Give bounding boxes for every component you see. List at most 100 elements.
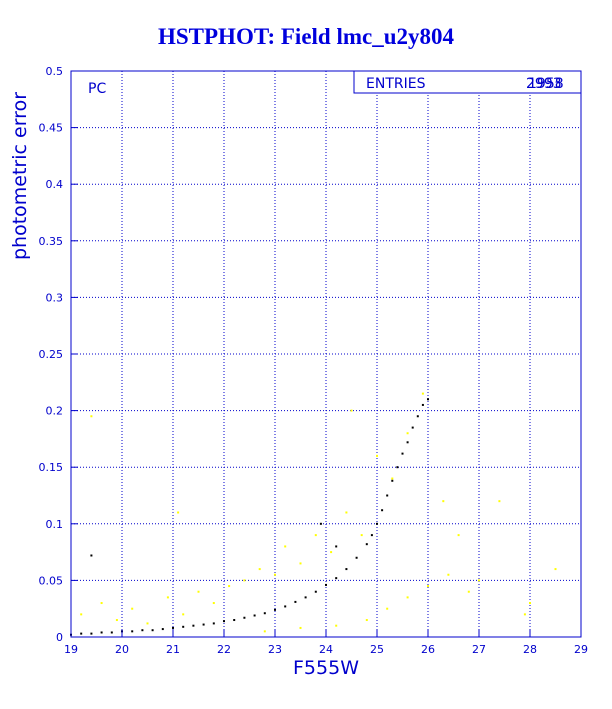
black-data-point [274,608,276,611]
yellow-data-point [447,573,450,576]
yellow-data-point [100,602,103,605]
chart-title: HSTPHOT: Field lmc_u2y804 [157,24,455,49]
x-tick-label: 25 [370,643,384,656]
black-data-point [80,632,83,635]
x-tick-label: 22 [217,643,231,656]
black-data-point [381,509,384,512]
y-tick-label: 0.05 [39,574,64,587]
yellow-data-point [457,534,460,537]
black-data-point [335,577,338,580]
yellow-data-point [406,596,409,599]
y-tick-label: 0.3 [46,291,64,304]
black-data-point [100,631,103,634]
yellow-data-point [498,500,501,503]
yellow-data-point [345,511,348,514]
x-tick-label: 23 [268,643,282,656]
black-data-point [263,612,266,615]
x-tick-label: 24 [319,643,333,656]
black-data-point [421,403,424,406]
black-data-point [284,605,287,608]
yellow-data-point [212,602,215,605]
stats-entries-label: ENTRIES [366,76,426,92]
yellow-data-point [146,622,149,625]
yellow-data-point [360,534,363,537]
yellow-data-point [335,624,338,627]
black-data-point [212,622,215,625]
yellow-data-point [386,607,389,610]
black-data-point [202,623,205,626]
yellow-data-point [523,613,526,616]
yellow-data-point [197,590,200,593]
black-data-point [355,556,358,559]
black-data-point [304,596,307,599]
black-data-point [182,625,185,628]
black-data-point [161,628,164,631]
yellow-data-point [243,579,246,582]
yellow-data-point [80,613,83,616]
black-data-point [370,534,373,537]
yellow-data-point [350,409,353,412]
yellow-data-point [554,568,557,571]
x-tick-label: 28 [523,643,537,656]
yellow-data-point [90,415,93,418]
black-data-point [427,398,429,401]
x-tick-label: 20 [115,643,129,656]
yellow-data-point [115,619,118,622]
yellow-data-point [284,545,287,548]
black-data-point [233,619,236,622]
y-tick-label: 0.45 [39,122,64,135]
axis-ticks: 19 20 21 22 23 24 25 26 27 28 29 0 0.05 0.1 0.15 0.2 0.2… [39,65,589,656]
black-data-point [365,543,368,546]
black-data-point [90,632,93,635]
black-data-point [223,620,225,623]
yellow-data-point [406,432,409,435]
x-tick-label: 27 [472,643,486,656]
yellow-data-point [299,562,302,565]
yellow-data-point [258,568,261,571]
black-data-point [416,415,419,418]
yellow-data-point [182,613,185,616]
data-points [70,392,557,636]
yellow-data-point [529,602,531,605]
black-data-point [151,629,154,632]
x-axis-label: F555W [293,657,359,679]
black-data-point [172,626,174,629]
black-data-point [391,479,394,482]
black-data-point [110,631,113,634]
yellow-data-point [365,619,368,622]
black-data-point [243,616,246,619]
black-data-point [376,522,378,525]
black-data-point [192,624,195,627]
yellow-data-point [177,511,180,514]
panel-label: PC [88,81,106,97]
x-tick-label: 19 [64,643,78,656]
black-data-point [396,466,399,469]
y-tick-label: 0.5 [46,65,64,78]
x-tick-label: 21 [166,643,180,656]
yellow-data-point [330,551,333,554]
yellow-data-point [314,534,317,537]
stats-entries-value-b: 1958 [528,76,564,92]
black-data-point [411,426,414,429]
yellow-data-point [467,590,470,593]
yellow-data-point [274,573,276,576]
yellow-data-point [427,585,429,588]
yellow-data-point [299,626,302,629]
x-tick-label: 26 [421,643,435,656]
black-data-point [386,494,389,497]
black-data-point [314,590,317,593]
yellow-data-point [442,500,445,503]
yellow-data-point [376,454,378,457]
y-tick-label: 0 [56,631,63,644]
grid [71,71,581,637]
y-tick-label: 0.35 [39,235,64,248]
yellow-data-point [166,596,169,599]
yellow-data-point [421,392,424,395]
black-data-point [90,554,93,557]
black-data-point [319,522,322,525]
black-data-point [253,614,256,617]
black-data-point [401,452,404,455]
y-axis-label: photometric error [9,92,31,260]
